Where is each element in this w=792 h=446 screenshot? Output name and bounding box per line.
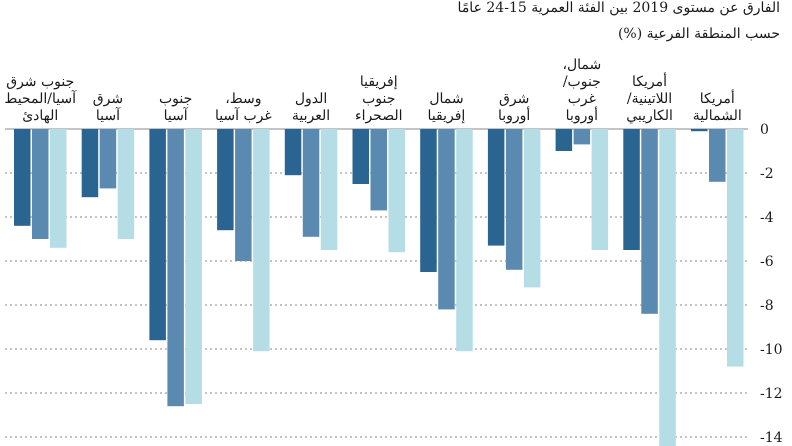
category-label: إفريقيا	[428, 108, 466, 124]
category-label: العربية	[292, 108, 330, 124]
bar	[487, 129, 505, 246]
bar	[573, 129, 591, 145]
chart-title: الفارق عن مستوى 2019 بين الفئة العمرية 1…	[457, 0, 780, 16]
category-label: شرق	[93, 91, 123, 107]
category-label: الكاريبي	[626, 108, 673, 124]
category-label: أمريكا	[700, 88, 735, 107]
bar	[388, 129, 405, 253]
bar	[32, 129, 49, 239]
bar	[505, 129, 523, 270]
y-tick-label: -12	[760, 386, 783, 402]
category-label: إفريقيا	[360, 74, 398, 90]
category-label: أوروبا	[566, 105, 598, 124]
y-tick-label: -2	[760, 166, 774, 182]
bar	[149, 129, 166, 341]
bar	[235, 129, 252, 261]
category-label: الدول	[295, 91, 327, 107]
bar	[438, 129, 455, 310]
bar	[185, 129, 202, 404]
category-label: اللاتينية/	[627, 91, 672, 107]
category-label: جنوب شرق	[6, 74, 74, 90]
y-tick-label: -8	[760, 298, 774, 314]
bar	[284, 129, 302, 176]
category-label: جنوب	[362, 91, 395, 107]
y-tick-label: -4	[760, 210, 774, 226]
bar	[99, 129, 117, 189]
bar	[14, 129, 31, 226]
bar	[217, 129, 234, 231]
bar	[420, 129, 437, 272]
bar	[709, 129, 726, 182]
bar	[302, 129, 320, 237]
category-label: شمال	[429, 91, 463, 107]
category-label: آسيا	[164, 106, 189, 124]
bar	[81, 129, 99, 198]
bar	[456, 129, 473, 352]
category-label: جنوب	[159, 91, 192, 107]
category-label: الشمالية	[693, 108, 742, 124]
y-tick-label: 0	[760, 122, 769, 138]
bar	[555, 129, 573, 151]
bar	[659, 129, 676, 446]
category-label: غرب	[568, 91, 596, 107]
y-tick-label: -14	[760, 430, 783, 446]
bar	[320, 129, 338, 250]
chart-subtitle: حسب المنطقة الفرعية (%)	[617, 26, 780, 42]
bar	[691, 129, 708, 132]
bar	[641, 129, 658, 314]
category-label: أمريكا	[632, 71, 667, 90]
bar	[50, 129, 67, 248]
category-label: غرب آسيا	[215, 106, 272, 124]
bar	[167, 129, 184, 407]
category-label: شمال،	[562, 57, 601, 73]
category-label: الهادئ	[22, 108, 58, 124]
category-label: آسيا	[96, 106, 121, 124]
y-tick-label: -10	[760, 342, 783, 358]
category-label: شرق	[499, 91, 529, 107]
bar	[623, 129, 640, 250]
category-label: الصحراء	[355, 108, 403, 124]
bar	[727, 129, 744, 367]
category-label: وسط،	[225, 91, 261, 107]
category-label: جنوب/	[563, 74, 601, 90]
category-label: آسيا/المحيط	[4, 89, 77, 107]
bar	[253, 129, 270, 352]
bar	[352, 129, 369, 184]
bar	[591, 129, 609, 250]
y-tick-label: -6	[760, 254, 774, 270]
bar	[370, 129, 387, 211]
bar	[523, 129, 541, 288]
bar	[117, 129, 135, 239]
category-label: أوروبا	[498, 105, 530, 124]
